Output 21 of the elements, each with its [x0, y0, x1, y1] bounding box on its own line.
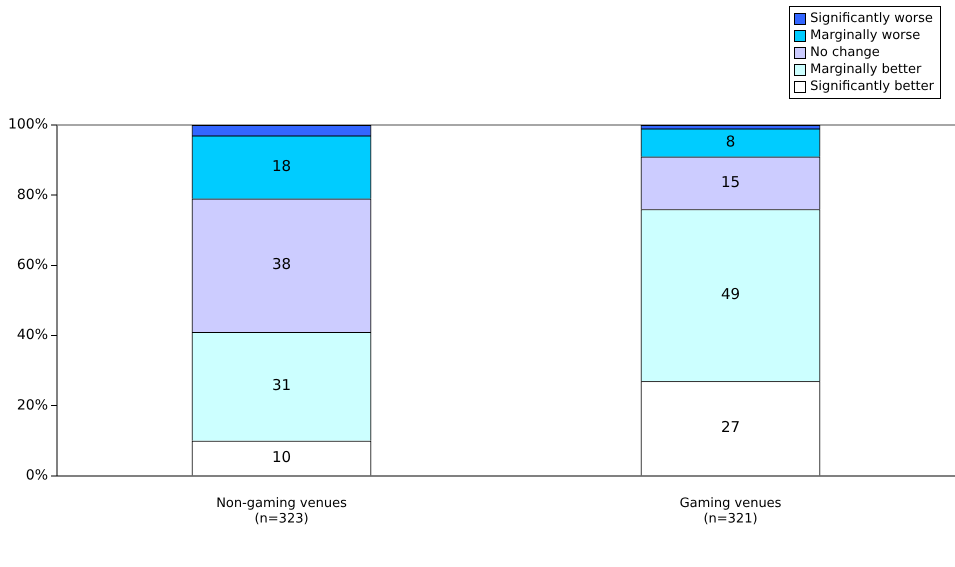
data-label: 18	[272, 156, 292, 175]
y-tick-label: 40%	[16, 327, 48, 344]
x-tick-label: Non-gaming venues (n=323)	[216, 496, 348, 527]
y-tick-label: 80%	[16, 186, 48, 203]
y-tick-label: 0%	[26, 467, 48, 484]
legend-label: Significantly worse	[810, 10, 933, 27]
x-tick-label: Gaming venues (n=321)	[680, 496, 782, 527]
data-label: 15	[720, 172, 740, 191]
y-tick-label: 60%	[16, 256, 48, 273]
legend-label: Marginally better	[810, 61, 922, 78]
text: Significantly better	[810, 78, 934, 95]
y-tick-label: 100%	[8, 116, 48, 133]
data-label: 38	[272, 255, 292, 274]
legend-label: No change	[810, 44, 880, 61]
legend-label: Marginally worse	[810, 27, 920, 44]
data-label: 31	[272, 376, 292, 394]
y-tick-label: 20%	[16, 397, 48, 414]
data-label: 8	[726, 132, 736, 150]
data-label: 10	[272, 448, 292, 466]
data-label: 27	[720, 418, 740, 436]
data-label: 49	[720, 285, 740, 304]
